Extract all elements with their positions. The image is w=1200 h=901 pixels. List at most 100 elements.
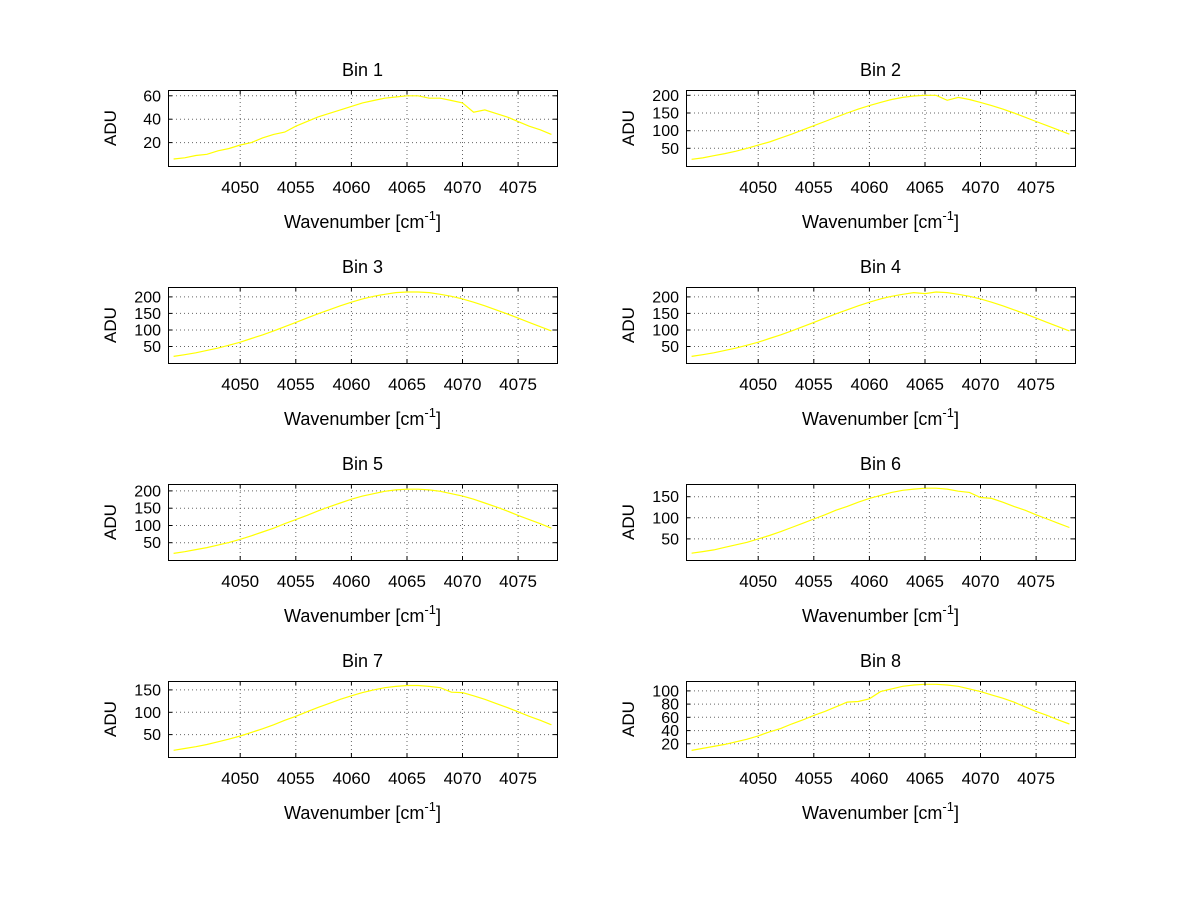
chart-title: Bin 3 [342,257,383,277]
x-tick-label: 4075 [1017,375,1055,394]
y-tick-label: 100 [134,323,161,340]
x-tick-label: 4065 [906,178,944,197]
x-tick-label: 4055 [795,178,833,197]
x-tick-label: 4060 [850,375,888,394]
y-axis-label: ADU [101,701,120,737]
x-tick-label: 4075 [499,375,537,394]
x-tick-label: 4070 [962,572,1000,591]
y-tick-label: 100 [134,518,161,535]
plot-area [168,681,557,757]
axes-box [168,681,558,758]
y-tick-label: 60 [661,710,679,727]
plot-area [686,90,1075,166]
x-tick-label: 4065 [906,375,944,394]
y-tick-label: 40 [143,112,161,129]
plot-area [686,287,1075,363]
x-tick-label: 4060 [850,178,888,197]
x-tick-label: 4060 [332,375,370,394]
y-tick-label: 150 [134,306,161,323]
chart-title: Bin 8 [860,651,901,671]
y-tick-label: 50 [661,141,679,158]
chart-title: Bin 7 [342,651,383,671]
data-line [173,291,552,357]
x-axis-label: Wavenumber [cm-1] [284,405,441,429]
data-line [691,291,1070,357]
y-tick-label: 150 [652,106,679,123]
y-axis-label: ADU [619,504,638,540]
y-tick-label: 100 [134,705,161,722]
chart-title: Bin 1 [342,60,383,80]
x-tick-label: 4060 [850,572,888,591]
axes-box [686,484,1076,561]
x-tick-label: 4050 [739,178,777,197]
y-tick-label: 100 [652,123,679,140]
y-tick-label: 50 [143,727,161,744]
y-axis-label: ADU [619,307,638,343]
x-tick-label: 4075 [499,572,537,591]
data-line [173,488,552,554]
chart-title: Bin 6 [860,454,901,474]
y-tick-label: 60 [143,88,161,105]
x-tick-label: 4075 [499,178,537,197]
x-axis-label: Wavenumber [cm-1] [284,602,441,626]
y-tick-label: 50 [661,339,679,356]
x-tick-label: 4055 [277,375,315,394]
x-tick-label: 4075 [499,769,537,788]
data-line [173,684,552,751]
y-tick-label: 200 [652,289,679,306]
y-tick-label: 200 [652,88,679,105]
x-tick-label: 4055 [277,178,315,197]
axes-box [686,681,1076,758]
x-tick-label: 4075 [1017,572,1055,591]
x-tick-label: 4065 [388,178,426,197]
y-tick-label: 20 [661,736,679,753]
data-line [691,683,1070,751]
x-tick-label: 4070 [444,375,482,394]
x-tick-label: 4055 [277,572,315,591]
axes-box [168,90,558,167]
y-tick-label: 150 [652,489,679,506]
x-axis-label: Wavenumber [cm-1] [802,602,959,626]
data-line [691,487,1070,554]
data-line [691,94,1070,160]
x-tick-label: 4065 [906,769,944,788]
x-tick-label: 4050 [221,178,259,197]
axes-box [686,287,1076,364]
chart-title: Bin 2 [860,60,901,80]
x-axis-label: Wavenumber [cm-1] [284,799,441,823]
x-tick-label: 4050 [739,572,777,591]
x-tick-label: 4070 [962,769,1000,788]
y-axis-label: ADU [101,307,120,343]
axes-box [686,90,1076,167]
y-tick-label: 50 [143,339,161,356]
y-tick-label: 20 [143,135,161,152]
y-tick-label: 50 [143,535,161,552]
y-tick-label: 150 [134,682,161,699]
x-tick-label: 4050 [221,375,259,394]
x-tick-label: 4050 [739,375,777,394]
x-tick-label: 4055 [795,769,833,788]
plot-area [686,681,1075,757]
x-tick-label: 4065 [906,572,944,591]
y-tick-label: 80 [661,697,679,714]
y-tick-label: 150 [652,306,679,323]
chart-title: Bin 4 [860,257,901,277]
plot-area [168,287,557,363]
y-axis-label: ADU [619,110,638,146]
x-tick-label: 4065 [388,769,426,788]
y-tick-label: 100 [652,323,679,340]
x-tick-label: 4070 [962,178,1000,197]
y-tick-label: 150 [134,501,161,518]
x-axis-label: Wavenumber [cm-1] [802,405,959,429]
x-tick-label: 4050 [739,769,777,788]
x-tick-label: 4070 [444,769,482,788]
axes-box [168,484,558,561]
plot-area [168,484,557,560]
x-tick-label: 4070 [962,375,1000,394]
